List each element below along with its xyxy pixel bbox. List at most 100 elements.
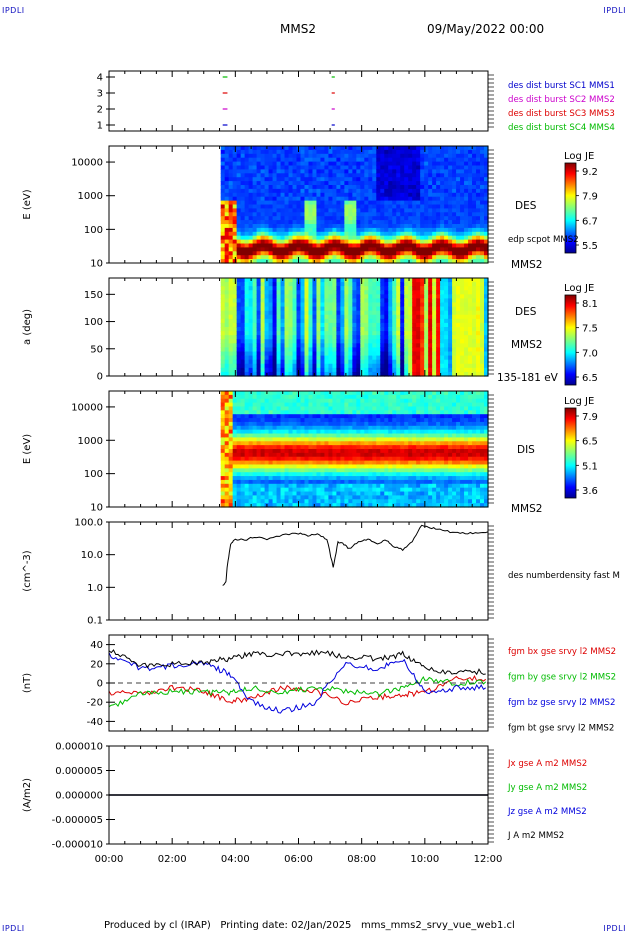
des-energy-pixel <box>384 204 389 209</box>
dis-energy-pixel <box>368 476 373 481</box>
pitch-angle-pixel <box>280 347 286 353</box>
pitch-angle-pixel <box>360 343 365 349</box>
des-energy-pixel <box>428 185 433 190</box>
dis-energy-pixel <box>260 437 266 442</box>
pitch-angle-pixel <box>244 335 250 340</box>
des-energy-pixel <box>392 157 397 163</box>
des-energy-pixel <box>236 231 242 237</box>
pitch-angle-pixel <box>228 282 234 287</box>
dis-energy-pixel <box>368 391 373 396</box>
pitch-angle-pixel <box>424 343 429 349</box>
pitch-angle-pixel <box>428 310 433 316</box>
des-energy-pixel <box>320 173 326 178</box>
des-energy-pixel <box>464 251 469 256</box>
dis-energy-pixel <box>292 487 298 493</box>
pitch-angle-pixel <box>244 314 250 320</box>
pitch-angle-pixel <box>412 363 417 369</box>
dis-energy-pixel <box>332 425 337 431</box>
des-energy-pixel <box>260 146 266 151</box>
des-energy-pixel <box>288 208 294 213</box>
pitch-angle-pixel <box>380 278 385 283</box>
dis-energy-pixel <box>308 476 314 481</box>
dis-energy-pixel <box>344 429 349 435</box>
des-energy-pixel <box>328 146 334 151</box>
pitch-angle-pixel <box>460 302 465 308</box>
dis-energy-pixel <box>228 391 234 396</box>
pitch-angle-pixel <box>460 359 465 365</box>
dis-energy-pixel <box>328 441 334 446</box>
dis-energy-pixel <box>268 406 274 411</box>
pitch-angle-pixel <box>316 339 322 344</box>
dis-energy-pixel <box>352 425 357 431</box>
dis-energy-pixel <box>324 437 330 442</box>
pitch-angle-pixel <box>404 314 409 320</box>
pitch-angle-pixel <box>484 351 489 357</box>
des-energy-pixel <box>384 255 389 260</box>
pitch-angle-pixel <box>304 314 310 320</box>
dis-energy-pixel <box>260 491 266 496</box>
pitch-angle-pixel <box>460 343 465 349</box>
dis-energy-pixel <box>228 491 234 496</box>
dis-energy-pixel <box>272 410 278 415</box>
des-energy-pixel <box>428 255 433 260</box>
des-energy-pixel <box>360 146 365 151</box>
des-energy-pixel <box>252 251 258 256</box>
des-energy-pixel <box>444 251 449 256</box>
dis-energy-pixel <box>324 406 330 411</box>
des-energy-pixel <box>396 212 401 217</box>
pitch-angle-pixel <box>240 310 246 316</box>
pitch-angle-pixel <box>448 371 453 377</box>
pitch-angle-pixel <box>408 294 413 300</box>
pitch-angle-pixel <box>220 359 226 365</box>
des-energy-pixel <box>232 208 238 213</box>
dis-energy-pixel <box>224 495 230 500</box>
pitch-angle-pixel <box>320 371 326 377</box>
dis-energy-pixel <box>388 441 393 446</box>
dis-energy-pixel <box>284 479 290 485</box>
des-energy-pixel <box>272 146 278 151</box>
pitch-angle-pixel <box>348 363 353 369</box>
des-energy-pixel <box>400 235 405 241</box>
dis-energy-pixel <box>344 391 349 396</box>
dis-energy-pixel <box>280 402 286 408</box>
pitch-angle-pixel <box>272 306 278 312</box>
des-energy-pixel <box>240 188 246 194</box>
des-energy-pixel <box>244 188 250 194</box>
des-energy-pixel <box>292 239 298 245</box>
pitch-angle-pixel <box>264 327 270 332</box>
pitch-angle-pixel <box>396 331 401 336</box>
dis-energy-pixel <box>332 468 337 473</box>
dis-energy-pixel <box>240 452 246 458</box>
dis-energy-pixel <box>280 491 286 496</box>
pitch-angle-pixel <box>252 314 258 320</box>
des-energy-pixel <box>452 173 457 178</box>
des-energy-pixel <box>396 165 401 170</box>
des-energy-pixel <box>424 200 429 206</box>
pitch-angle-pixel <box>408 327 413 332</box>
dis-energy-pixel <box>320 464 326 469</box>
pitch-angle-pixel <box>468 355 473 361</box>
des-energy-pixel <box>388 231 393 237</box>
dis-energy-pixel <box>384 406 389 411</box>
dis-energy-pixel <box>308 429 314 435</box>
dis-energy-pixel <box>360 491 365 496</box>
dis-energy-pixel <box>236 394 242 400</box>
des-energy-pixel <box>452 227 457 233</box>
des-energy-pixel <box>404 208 409 213</box>
pitch-angle-pixel <box>392 351 397 357</box>
des-energy-pixel <box>232 153 238 159</box>
pitch-angle-pixel <box>348 282 353 287</box>
pitch-angle-pixel <box>372 331 377 336</box>
pitch-angle-pixel <box>336 286 341 291</box>
des-energy-pixel <box>268 169 274 174</box>
dis-energy-pixel <box>280 476 286 481</box>
pitch-angle-pixel <box>244 294 250 300</box>
des-energy-pixel <box>448 220 453 225</box>
pitch-angle-pixel <box>332 298 337 304</box>
pitch-angle-pixel <box>336 351 341 357</box>
dis-energy-pixel <box>396 398 401 404</box>
pitch-angle-pixel <box>364 278 369 283</box>
dis-energy-pixel <box>292 429 298 435</box>
des-energy-pixel <box>368 169 373 174</box>
dis-energy-pixel <box>276 398 282 404</box>
